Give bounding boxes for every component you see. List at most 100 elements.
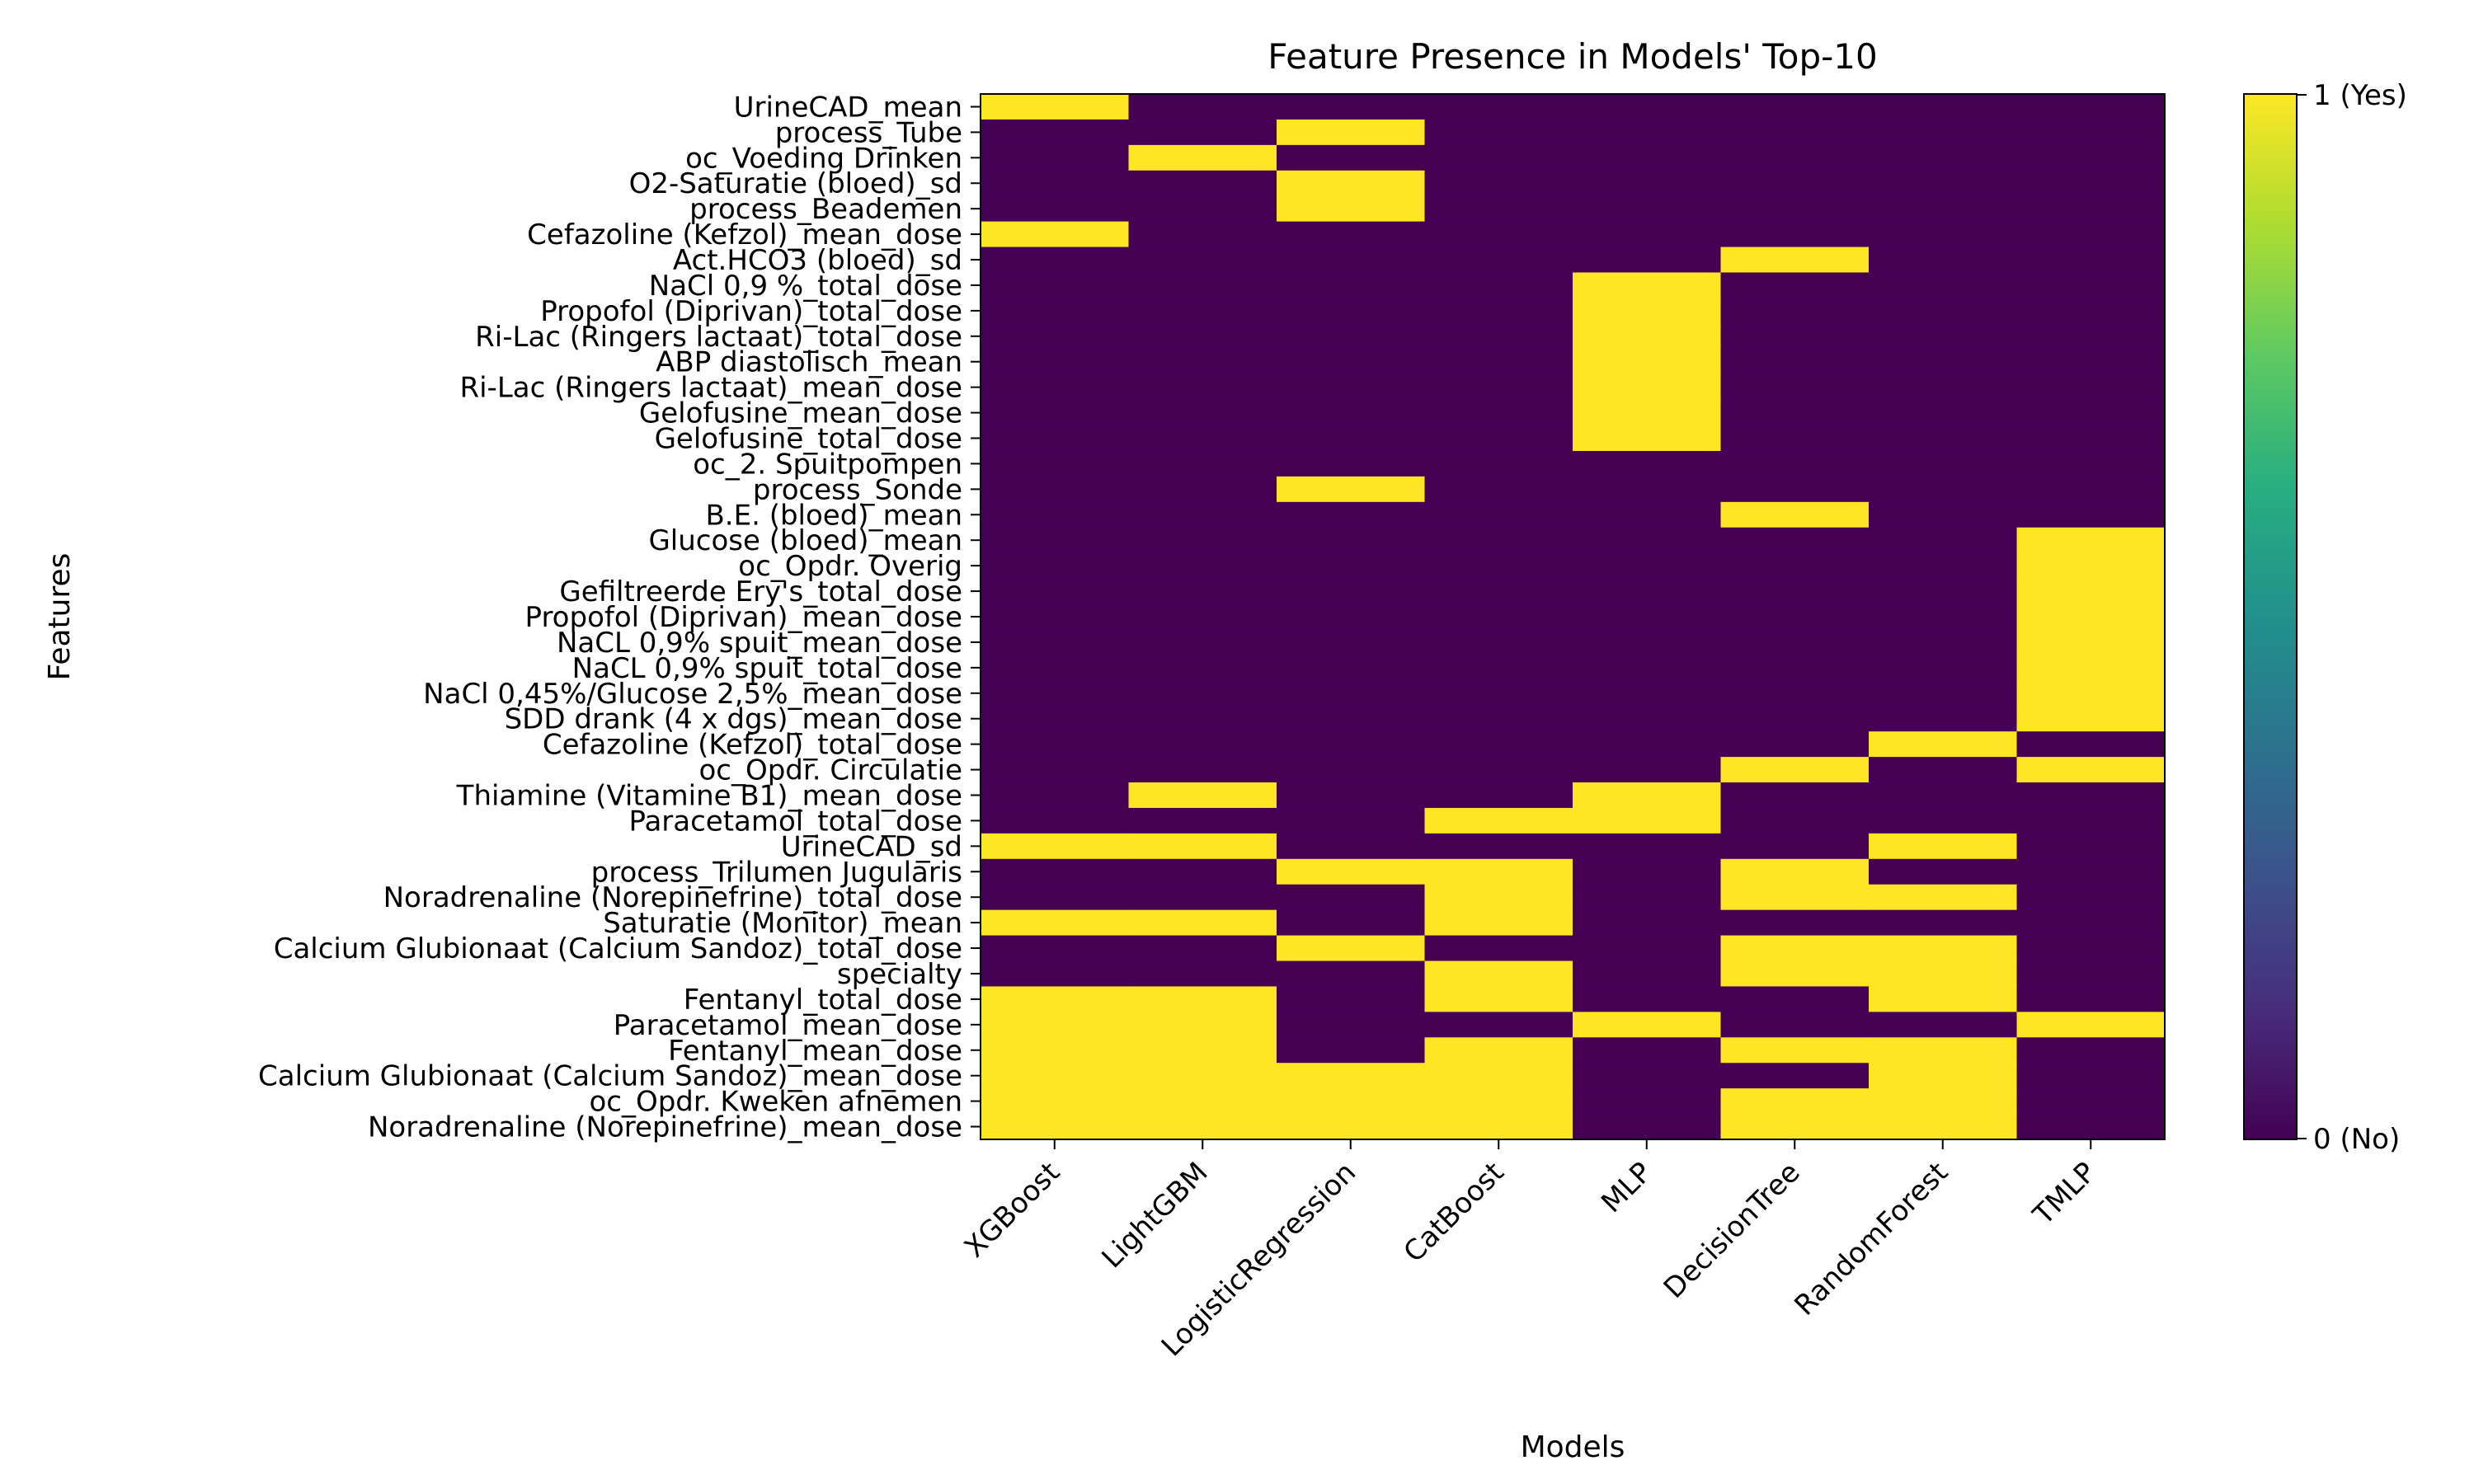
heatmap-cell [1720, 858, 1870, 885]
y-tick-label: Ri-Lac (Ringers lactaat)_total_dose [475, 321, 962, 354]
heatmap-cell [1277, 629, 1426, 655]
y-tick-label: process_Tube [775, 116, 962, 149]
y-tick-label: process_Beademen [689, 193, 962, 226]
heatmap-cell [2016, 450, 2166, 477]
heatmap-cell [981, 706, 1130, 732]
heatmap-cell [981, 552, 1130, 580]
heatmap-cell [1424, 170, 1573, 197]
y-tick-label: Gelofusine_total_dose [655, 423, 962, 456]
y-tick-label: specialty [837, 958, 962, 991]
heatmap-cell [1869, 272, 2018, 299]
x-tick-label: LightGBM [1095, 1156, 1214, 1275]
heatmap-cell [1128, 655, 1277, 681]
heatmap-cell [1573, 629, 1722, 655]
y-tick-label: Gelofusine_mean_dose [639, 397, 962, 430]
heatmap-cell [1720, 94, 1870, 120]
heatmap-cell [2016, 858, 2166, 885]
heatmap-cell [1573, 782, 1722, 809]
heatmap-cell [1869, 144, 2018, 171]
heatmap-cell [981, 94, 1130, 120]
heatmap-cell [1869, 476, 2018, 503]
y-tick-label: Fentanyl_mean_dose [668, 1035, 962, 1068]
heatmap-cell [2016, 960, 2166, 988]
heatmap-cell [1128, 501, 1277, 528]
heatmap-cell [2016, 349, 2166, 375]
heatmap-cell [1128, 1037, 1277, 1064]
heatmap-cell [2016, 272, 2166, 299]
heatmap-cell [1720, 757, 1870, 783]
heatmap-cell [1277, 170, 1426, 197]
y-tick-label: UrineCAD_mean [734, 91, 962, 124]
heatmap-cell [1720, 247, 1870, 274]
heatmap-cell [1424, 374, 1573, 401]
heatmap-cell [1573, 1037, 1722, 1064]
heatmap-cell [981, 1088, 1130, 1115]
heatmap-cell [981, 909, 1130, 937]
heatmap-cell [1128, 1114, 1277, 1140]
heatmap-cell [1573, 400, 1722, 426]
heatmap-cell [1128, 476, 1277, 503]
heatmap-cell [1573, 119, 1722, 146]
y-axis-label: Features [43, 553, 77, 681]
heatmap-cell [981, 144, 1130, 171]
heatmap-cell [1869, 195, 2018, 223]
x-tick-label: CatBoost [1398, 1156, 1511, 1269]
heatmap-cell [1869, 655, 2018, 681]
heatmap-cell [1277, 782, 1426, 809]
heatmap-cell [1128, 374, 1277, 401]
y-tick-label: process_Sonde [753, 473, 962, 506]
heatmap-cell [981, 221, 1130, 248]
heatmap-cell [981, 247, 1130, 274]
heatmap-cell [1720, 272, 1870, 299]
heatmap-cell [1277, 1012, 1426, 1038]
heatmap-cell [1277, 960, 1426, 988]
heatmap-cell [1277, 221, 1426, 248]
heatmap-cell [1424, 807, 1573, 834]
heatmap-cell [1424, 833, 1573, 860]
colorbar-min-label: 0 (No) [2313, 1123, 2400, 1156]
heatmap-cell [1573, 655, 1722, 681]
heatmap-cell [1128, 833, 1277, 860]
heatmap-cell [981, 986, 1130, 1012]
heatmap-cell [2016, 144, 2166, 171]
heatmap-cell [1128, 323, 1277, 350]
heatmap-cell [1424, 501, 1573, 528]
heatmap-cell [1720, 960, 1870, 988]
heatmap-cell [1128, 884, 1277, 911]
heatmap-cell [1573, 323, 1722, 350]
heatmap-cell [1128, 680, 1277, 707]
heatmap-cell [1277, 323, 1426, 350]
heatmap-cell [1128, 425, 1277, 452]
heatmap-cell [1720, 450, 1870, 477]
heatmap-cell [1573, 1088, 1722, 1115]
x-tick-label: RandomForest [1789, 1156, 1955, 1322]
heatmap-cell [1277, 527, 1426, 554]
heatmap-cell [1277, 680, 1426, 707]
y-tick-label: oc_2. Spuitpompen [693, 448, 962, 481]
heatmap-cell [981, 680, 1130, 707]
colorbar-max-label: 1 (Yes) [2313, 79, 2407, 112]
heatmap-cell [981, 298, 1130, 324]
y-tick-label: NaCL 0,9% spuit_total_dose [572, 652, 962, 685]
heatmap-cell [1573, 298, 1722, 324]
heatmap-cell [1573, 195, 1722, 223]
heatmap-cell [2016, 782, 2166, 809]
heatmap-cell [1573, 680, 1722, 707]
heatmap-cell [1720, 195, 1870, 223]
heatmap-cell [2016, 731, 2166, 758]
heatmap-cell [2016, 221, 2166, 248]
heatmap-cell [1869, 833, 2018, 860]
heatmap-cell [981, 1012, 1130, 1038]
heatmap-cell [1424, 782, 1573, 809]
heatmap-cell [1869, 909, 2018, 937]
heatmap-cell [2016, 1063, 2166, 1089]
heatmap-cell [1128, 119, 1277, 146]
heatmap-cell [1424, 119, 1573, 146]
heatmap-cell [1573, 450, 1722, 477]
heatmap-cell [1128, 578, 1277, 605]
heatmap-cell [1869, 1088, 2018, 1115]
heatmap-cell [1869, 1037, 2018, 1064]
y-tick-label: Noradrenaline (Norepinefrine)_mean_dose [368, 1111, 962, 1144]
heatmap-cell [1720, 884, 1870, 911]
y-tick-label: ABP diastolisch_mean [656, 346, 962, 379]
